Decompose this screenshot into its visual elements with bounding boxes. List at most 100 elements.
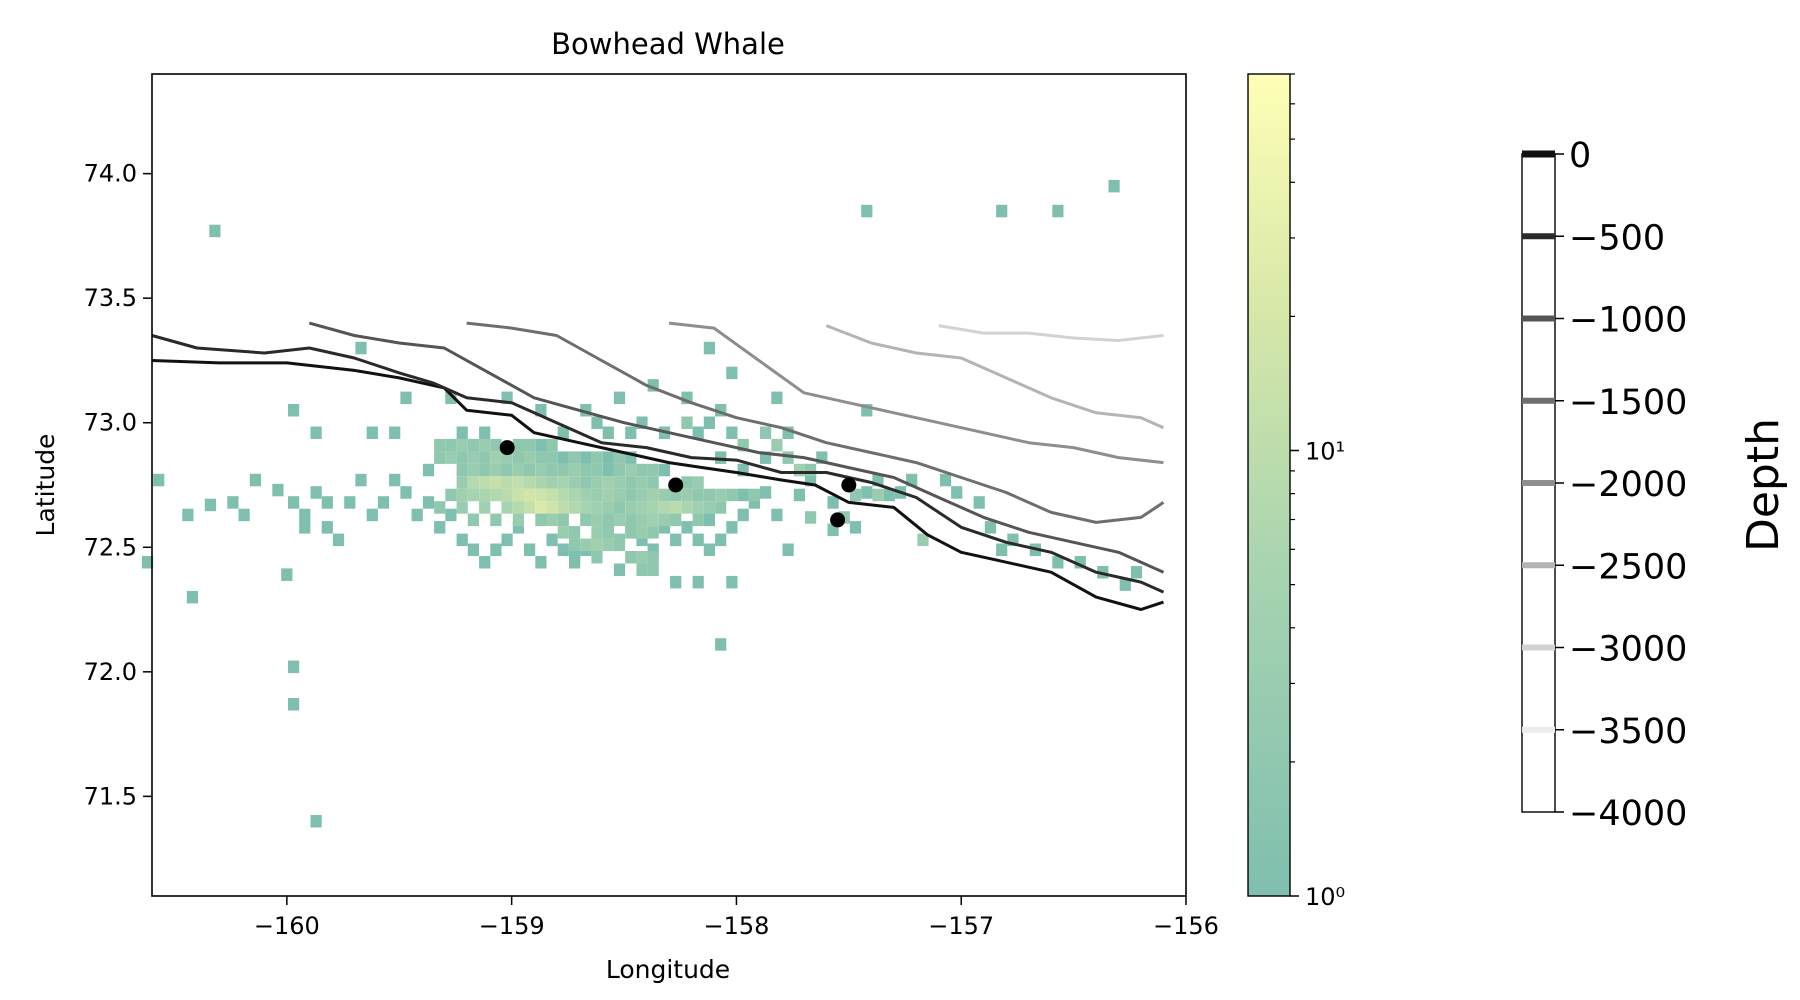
density-cell <box>872 473 884 487</box>
density-cell <box>692 501 704 514</box>
density-cell <box>557 476 569 489</box>
density-cell <box>310 815 322 828</box>
density-cell <box>535 556 547 569</box>
density-cell <box>782 543 794 556</box>
density-cell <box>204 498 216 512</box>
density-cell <box>535 476 547 489</box>
density-cell <box>512 463 524 477</box>
depth-tick-label: −2500 <box>1569 547 1687 587</box>
density-cell <box>479 451 491 464</box>
density-cell <box>681 391 693 405</box>
density-cell <box>647 526 659 539</box>
density-cell <box>703 513 715 527</box>
density-cell <box>681 501 693 514</box>
count-tick-label: 10¹ <box>1305 437 1345 465</box>
density-cell <box>479 426 491 439</box>
density-cell <box>602 463 614 477</box>
density-cell <box>411 508 423 522</box>
density-cell <box>625 551 637 564</box>
density-cell <box>625 513 637 527</box>
density-cell <box>389 473 401 487</box>
density-cell <box>658 513 671 527</box>
density-cell <box>366 426 378 439</box>
density-cell <box>613 538 626 552</box>
density-cell <box>625 501 637 514</box>
density-cell <box>569 551 581 564</box>
density-cell <box>591 416 603 429</box>
x-tick-label: −157 <box>928 912 994 940</box>
y-tick-label: 73.0 <box>84 409 137 437</box>
density-cell <box>703 488 715 502</box>
density-cell <box>456 438 468 452</box>
density-cell <box>973 496 985 509</box>
plot-frame <box>151 73 1187 897</box>
density-cell <box>546 513 558 527</box>
density-cell <box>524 463 536 477</box>
density-cell <box>434 451 446 464</box>
density-cell <box>681 476 693 489</box>
density-cell <box>591 488 603 502</box>
y-tick-label: 72.5 <box>84 533 137 561</box>
density-cell <box>613 563 626 576</box>
density-cell <box>456 488 468 502</box>
density-cell <box>479 501 491 514</box>
density-cell <box>861 204 873 218</box>
y-tick-label: 73.5 <box>84 284 137 312</box>
density-cell <box>479 438 491 452</box>
density-cell <box>299 508 311 522</box>
density-cell <box>670 533 682 547</box>
density-cell <box>557 513 569 527</box>
density-cell <box>602 513 614 527</box>
depth-colorbar-label: Depth <box>1738 418 1789 552</box>
density-cell <box>805 511 817 524</box>
density-cell <box>692 426 704 439</box>
depth-tick-label: −4000 <box>1569 794 1687 834</box>
density-cell <box>490 543 502 556</box>
density-cell <box>580 501 592 514</box>
density-cell <box>524 438 536 452</box>
density-cell <box>366 508 378 522</box>
chart-title: Bowhead Whale <box>551 27 785 61</box>
density-cell <box>535 488 547 502</box>
density-cell <box>209 224 221 238</box>
density-cell <box>613 513 626 527</box>
density-cell <box>748 496 760 509</box>
density-cell <box>400 486 412 499</box>
density-cell <box>456 451 468 464</box>
density-cell <box>546 533 558 547</box>
density-cell <box>299 521 311 534</box>
density-cell <box>647 513 659 527</box>
density-cell <box>467 476 479 489</box>
density-cell <box>726 575 738 589</box>
density-cell <box>613 451 626 464</box>
density-cell <box>670 513 682 527</box>
density-cell <box>580 476 592 489</box>
density-cell <box>636 526 648 539</box>
density-cell <box>771 391 783 405</box>
density-cell <box>670 488 682 502</box>
density-cell <box>625 426 637 439</box>
density-cell <box>557 488 569 502</box>
density-cell <box>512 476 524 489</box>
density-cell <box>546 438 558 452</box>
density-cell <box>501 488 513 502</box>
y-tick-label: 72.0 <box>84 658 137 686</box>
density-cell <box>535 404 547 417</box>
density-cell <box>715 488 727 502</box>
density-cell <box>613 391 626 405</box>
density-cell <box>580 488 592 502</box>
density-cell <box>445 391 457 405</box>
density-cell <box>805 473 817 487</box>
density-cell <box>434 501 446 514</box>
density-cell <box>490 463 502 477</box>
density-cell <box>355 341 367 355</box>
sighting-point <box>841 477 857 493</box>
density-cell <box>490 488 502 502</box>
density-cell <box>670 575 682 589</box>
density-cell <box>591 476 603 489</box>
depth-contour <box>825 324 1165 430</box>
density-cell <box>658 463 671 477</box>
density-cell <box>557 526 569 539</box>
density-cell <box>883 488 895 502</box>
density-cell <box>613 476 626 489</box>
